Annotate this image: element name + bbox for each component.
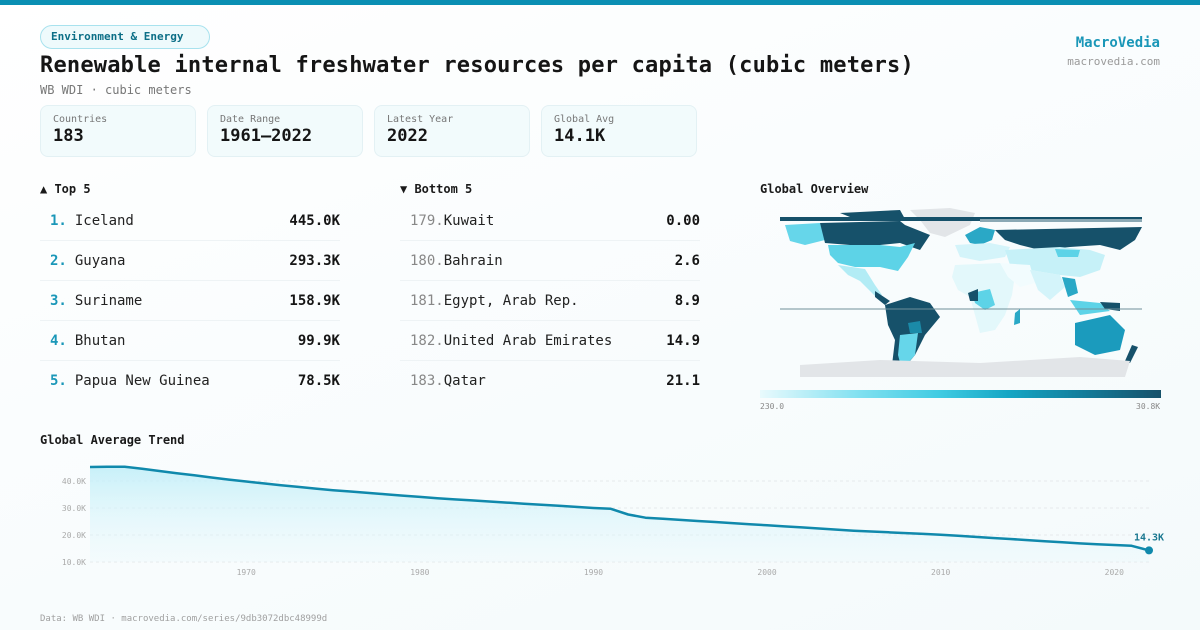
country-name: Papua New Guinea <box>74 373 210 389</box>
country-value: 14.9 <box>666 332 700 349</box>
list-item[interactable]: 181. Egypt, Arab Rep. 8.9 <box>400 281 700 321</box>
rank-number: 2. <box>50 252 67 269</box>
world-map-svg <box>780 208 1142 377</box>
stat-global-avg: Global Avg 14.1K <box>541 105 697 157</box>
country-value: 8.9 <box>674 292 700 309</box>
bottom5-heading: ▼ Bottom 5 <box>400 182 473 196</box>
country-name: Qatar <box>443 373 486 389</box>
country-value: 2.6 <box>674 252 700 269</box>
country-value: 445.0K <box>289 212 340 229</box>
list-item[interactable]: 5. Papua New Guinea 78.5K <box>40 361 340 401</box>
brand-name[interactable]: MacroVedia <box>1075 35 1160 51</box>
rank-number: 1. <box>50 212 67 229</box>
rank-number: 181. <box>410 292 444 309</box>
svg-text:40.0K: 40.0K <box>62 477 86 486</box>
footer-source: Data: WB WDI · macrovedia.com/series/9db… <box>40 614 328 624</box>
bottom5-list: 179. Kuwait 0.00 180. Bahrain 2.6 181. E… <box>400 201 700 401</box>
svg-text:20.0K: 20.0K <box>62 531 86 540</box>
stat-date-range: Date Range 1961–2022 <box>207 105 363 157</box>
legend-min-label: 230.0 <box>760 402 785 411</box>
country-name: Guyana <box>74 252 126 269</box>
stat-value: 1961–2022 <box>220 126 313 146</box>
rank-number: 3. <box>50 292 67 309</box>
list-item[interactable]: 4. Bhutan 99.9K <box>40 321 340 361</box>
list-item[interactable]: 3. Suriname 158.9K <box>40 281 340 321</box>
stat-latest-year: Latest Year 2022 <box>374 105 530 157</box>
map-legend-gradient <box>760 390 1161 398</box>
stats-row: Countries 183 Date Range 1961–2022 Lates… <box>40 105 697 157</box>
page-title: Renewable internal freshwater resources … <box>40 53 914 78</box>
stat-label: Latest Year <box>387 114 454 125</box>
world-choropleth-map[interactable] <box>780 205 1142 383</box>
list-item[interactable]: 2. Guyana 293.3K <box>40 241 340 281</box>
stat-label: Countries <box>53 114 108 125</box>
rank-number: 4. <box>50 332 67 349</box>
stat-label: Global Avg <box>554 114 615 125</box>
country-name: Egypt, Arab Rep. <box>443 292 579 309</box>
country-value: 293.3K <box>289 252 340 269</box>
map-heading: Global Overview <box>760 182 869 196</box>
rank-number: 5. <box>50 373 67 389</box>
top-accent-bar <box>0 0 1200 5</box>
country-value: 0.00 <box>666 212 700 229</box>
legend-max-label: 30.8K <box>1136 402 1161 411</box>
trend-svg: 10.0K 20.0K 30.0K 40.0K 1970 1980 1990 2000 2010… <box>62 465 1164 577</box>
country-name: United Arab Emirates <box>443 332 613 349</box>
stat-countries: Countries 183 <box>40 105 196 157</box>
svg-text:1970: 1970 <box>237 568 256 577</box>
svg-text:1990: 1990 <box>584 568 603 577</box>
list-item[interactable]: 179. Kuwait 0.00 <box>400 201 700 241</box>
list-item[interactable]: 1. Iceland 445.0K <box>40 201 340 241</box>
category-tag[interactable]: Environment & Energy <box>40 25 210 49</box>
country-name: Iceland <box>74 212 134 229</box>
country-name: Bhutan <box>74 332 126 349</box>
country-value: 21.1 <box>666 373 700 389</box>
stat-label: Date Range <box>220 114 281 125</box>
svg-text:2020: 2020 <box>1105 568 1124 577</box>
rank-number: 183. <box>410 373 444 389</box>
svg-text:30.0K: 30.0K <box>62 504 86 513</box>
rank-number: 182. <box>410 332 444 349</box>
list-item[interactable]: 180. Bahrain 2.6 <box>400 241 700 281</box>
top5-heading: ▲ Top 5 <box>40 182 91 196</box>
brand: MacroVedia macrovedia.com <box>1067 35 1160 68</box>
trend-chart[interactable]: 10.0K 20.0K 30.0K 40.0K 1970 1980 1990 2000 2010… <box>0 450 1200 585</box>
country-value: 78.5K <box>297 373 340 389</box>
country-name: Kuwait <box>443 212 495 229</box>
country-value: 99.9K <box>297 332 340 349</box>
list-item[interactable]: 182. United Arab Emirates 14.9 <box>400 321 700 361</box>
list-item[interactable]: 183. Qatar 21.1 <box>400 361 700 401</box>
page-subtitle: WB WDI · cubic meters <box>40 83 192 97</box>
svg-text:2010: 2010 <box>931 568 950 577</box>
rank-number: 180. <box>410 252 444 269</box>
rank-number: 179. <box>410 212 444 229</box>
stat-value: 183 <box>53 126 84 146</box>
country-name: Suriname <box>74 292 143 309</box>
svg-text:14.3K: 14.3K <box>1134 532 1164 543</box>
brand-url[interactable]: macrovedia.com <box>1067 55 1160 68</box>
svg-text:10.0K: 10.0K <box>62 558 86 567</box>
country-name: Bahrain <box>443 252 503 269</box>
svg-text:1980: 1980 <box>410 568 429 577</box>
trend-heading: Global Average Trend <box>40 433 185 447</box>
svg-text:2000: 2000 <box>757 568 776 577</box>
top5-list: 1. Iceland 445.0K 2. Guyana 293.3K 3. Su… <box>40 201 340 401</box>
country-value: 158.9K <box>289 292 340 309</box>
stat-value: 2022 <box>387 126 428 146</box>
stat-value: 14.1K <box>554 126 606 146</box>
